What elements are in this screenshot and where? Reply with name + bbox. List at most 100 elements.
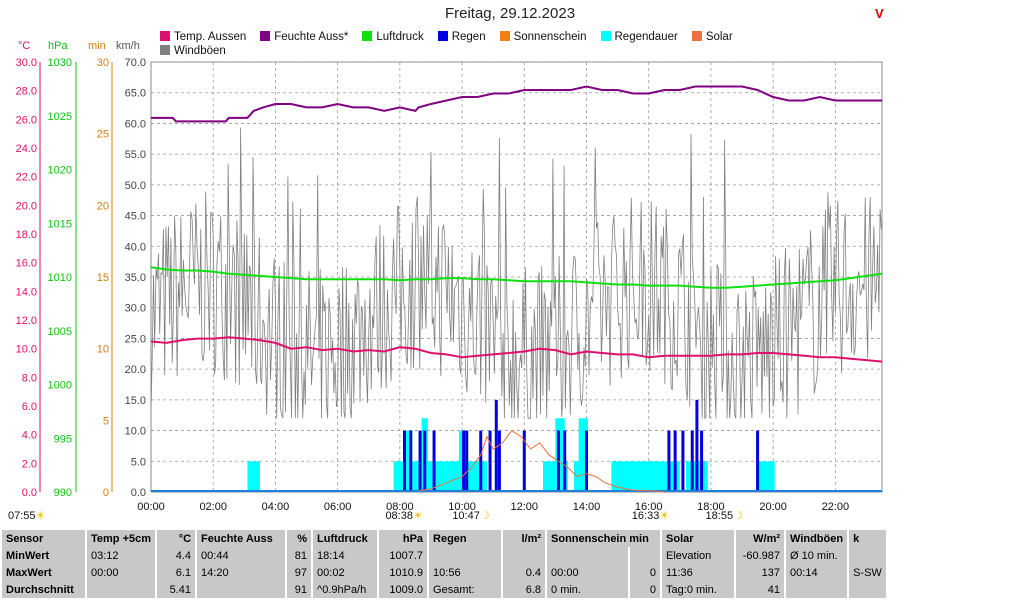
x-tick-label: 14:00	[573, 501, 601, 513]
stats-cell	[629, 547, 661, 564]
temp-tick-label: 4.0	[22, 430, 37, 442]
stats-h-sensor: Sensor	[2, 530, 85, 547]
stats-cell	[429, 547, 502, 564]
legend-item: Sonnenschein	[499, 30, 587, 44]
unit-kmh: km/h	[116, 40, 140, 52]
min-tick-label: 5	[103, 415, 109, 427]
stats-cell: Gesamt:	[429, 581, 502, 598]
stats-cell: 03:12	[87, 547, 156, 564]
legend-label: Windböen	[174, 45, 226, 57]
kmh-tick-label: 40.0	[125, 241, 146, 253]
stats-cell: 00:02	[313, 564, 378, 581]
unit-temp: °C	[18, 40, 31, 52]
marker-label: 18:55	[705, 510, 734, 522]
temp-tick-label: 24.0	[16, 143, 37, 155]
solar-line	[418, 429, 665, 493]
regen-bar	[522, 430, 526, 492]
press-tick-label: 1010	[48, 272, 72, 284]
stats-cell: 41	[736, 581, 785, 598]
stats-h-rain: Regen	[429, 530, 502, 547]
stats-cell: 0 min.	[547, 581, 628, 598]
legend-swatch	[437, 31, 448, 41]
x-tick-label: 10:00	[448, 501, 476, 513]
x-tick-label: 16:00	[635, 501, 663, 513]
stats-row-max: MaxWert 00:00 6.1 14:20 97 00:02 1010.9 …	[2, 564, 886, 581]
legend-label: Feuchte Auss*	[274, 31, 349, 43]
legend-item: Solar	[691, 30, 733, 44]
axes: 0.05.010.015.020.025.030.035.040.045.050…	[16, 57, 850, 513]
unit-min: min	[88, 40, 106, 52]
windboeen-series	[150, 127, 882, 420]
stats-cell: 0.4	[503, 564, 546, 581]
regen-bar	[673, 430, 677, 492]
regen-bar	[488, 430, 492, 492]
regen-bar	[465, 430, 469, 492]
marker-label: 16:33	[631, 510, 660, 522]
kmh-tick-label: 35.0	[125, 272, 146, 284]
min-tick-label: 25	[97, 129, 109, 141]
sun-moon-markers: 07:55☀ 08:38☀ 10:47☽ 16:33☀ 18:55☽	[0, 509, 900, 525]
kmh-tick-label: 50.0	[125, 180, 146, 192]
kmh-tick-label: 45.0	[125, 211, 146, 223]
regendauer-span	[757, 461, 775, 492]
regendauer-span	[247, 461, 260, 492]
temp-tick-label: 6.0	[22, 401, 37, 413]
stats-table: Sensor Temp +5cm °C Feuchte Auss % Luftd…	[0, 530, 888, 598]
min-tick-label: 30	[97, 57, 109, 69]
stats-cell: 00:00	[87, 564, 156, 581]
x-tick-label: 18:00	[697, 501, 725, 513]
press-tick-label: 1020	[48, 165, 72, 177]
temp-tick-label: 16.0	[16, 258, 37, 270]
temp-tick-label: 26.0	[16, 114, 37, 126]
temp-tick-label: 30.0	[16, 57, 37, 69]
stats-cell: 00:44	[197, 547, 286, 564]
stats-cell: 4.4	[157, 547, 196, 564]
kmh-tick-label: 55.0	[125, 149, 146, 161]
stats-cell: 6.8	[503, 581, 546, 598]
temp-tick-label: 14.0	[16, 286, 37, 298]
kmh-tick-label: 0.0	[131, 487, 146, 499]
stats-header-row: Sensor Temp +5cm °C Feuchte Auss % Luftd…	[2, 530, 886, 547]
press-tick-label: 1015	[48, 218, 72, 230]
x-tick-label: 08:00	[386, 501, 414, 513]
stats-cell: 97	[287, 564, 312, 581]
temp-tick-label: 28.0	[16, 86, 37, 98]
stats-cell	[849, 547, 886, 564]
stats-cell: 91	[287, 581, 312, 598]
stats-cell	[786, 581, 848, 598]
stats-cell: -60.987	[736, 547, 785, 564]
legend-label: Regendauer	[614, 31, 678, 43]
min-tick-label: 20	[97, 200, 109, 212]
stats-cell: Elevation	[662, 547, 735, 564]
temp-tick-label: 2.0	[22, 458, 37, 470]
legend-item: Windböen	[160, 44, 226, 58]
stats-cell: Ø 10 min.	[786, 547, 848, 564]
regen-series	[151, 399, 882, 492]
legend-label: Temp. Aussen	[174, 31, 247, 43]
regen-bar	[700, 430, 704, 492]
press-tick-label: 1025	[48, 111, 72, 123]
stats-cell	[503, 547, 546, 564]
sun-icon: ☀	[412, 510, 423, 522]
stats-h-wind-unit: k	[849, 530, 886, 547]
regen-bar	[409, 430, 413, 492]
marker-sun: 08:38☀	[385, 509, 422, 522]
kmh-tick-label: 15.0	[125, 395, 146, 407]
legend: Temp. Aussen Feuchte Auss* Luftdruck Regen S…	[160, 30, 800, 58]
stats-cell	[87, 581, 156, 598]
regen-bar	[584, 430, 588, 492]
stats-cell: 00:14	[786, 564, 848, 581]
kmh-tick-label: 10.0	[125, 426, 146, 438]
regen-bar	[418, 430, 422, 492]
legend-item: Regen	[437, 30, 486, 44]
marker-label: 08:38	[385, 510, 413, 522]
legend-label: Solar	[705, 31, 733, 43]
regen-bar	[403, 430, 407, 492]
temp-tick-label: 18.0	[16, 229, 37, 241]
stats-h-sun: Sonnenschein min	[547, 530, 661, 547]
regendauer-peak	[555, 418, 565, 492]
regen-bar	[756, 430, 760, 492]
stats-h-press-unit: hPa	[379, 530, 428, 547]
kmh-tick-label: 60.0	[125, 118, 146, 130]
stats-cell: 1009.0	[379, 581, 428, 598]
